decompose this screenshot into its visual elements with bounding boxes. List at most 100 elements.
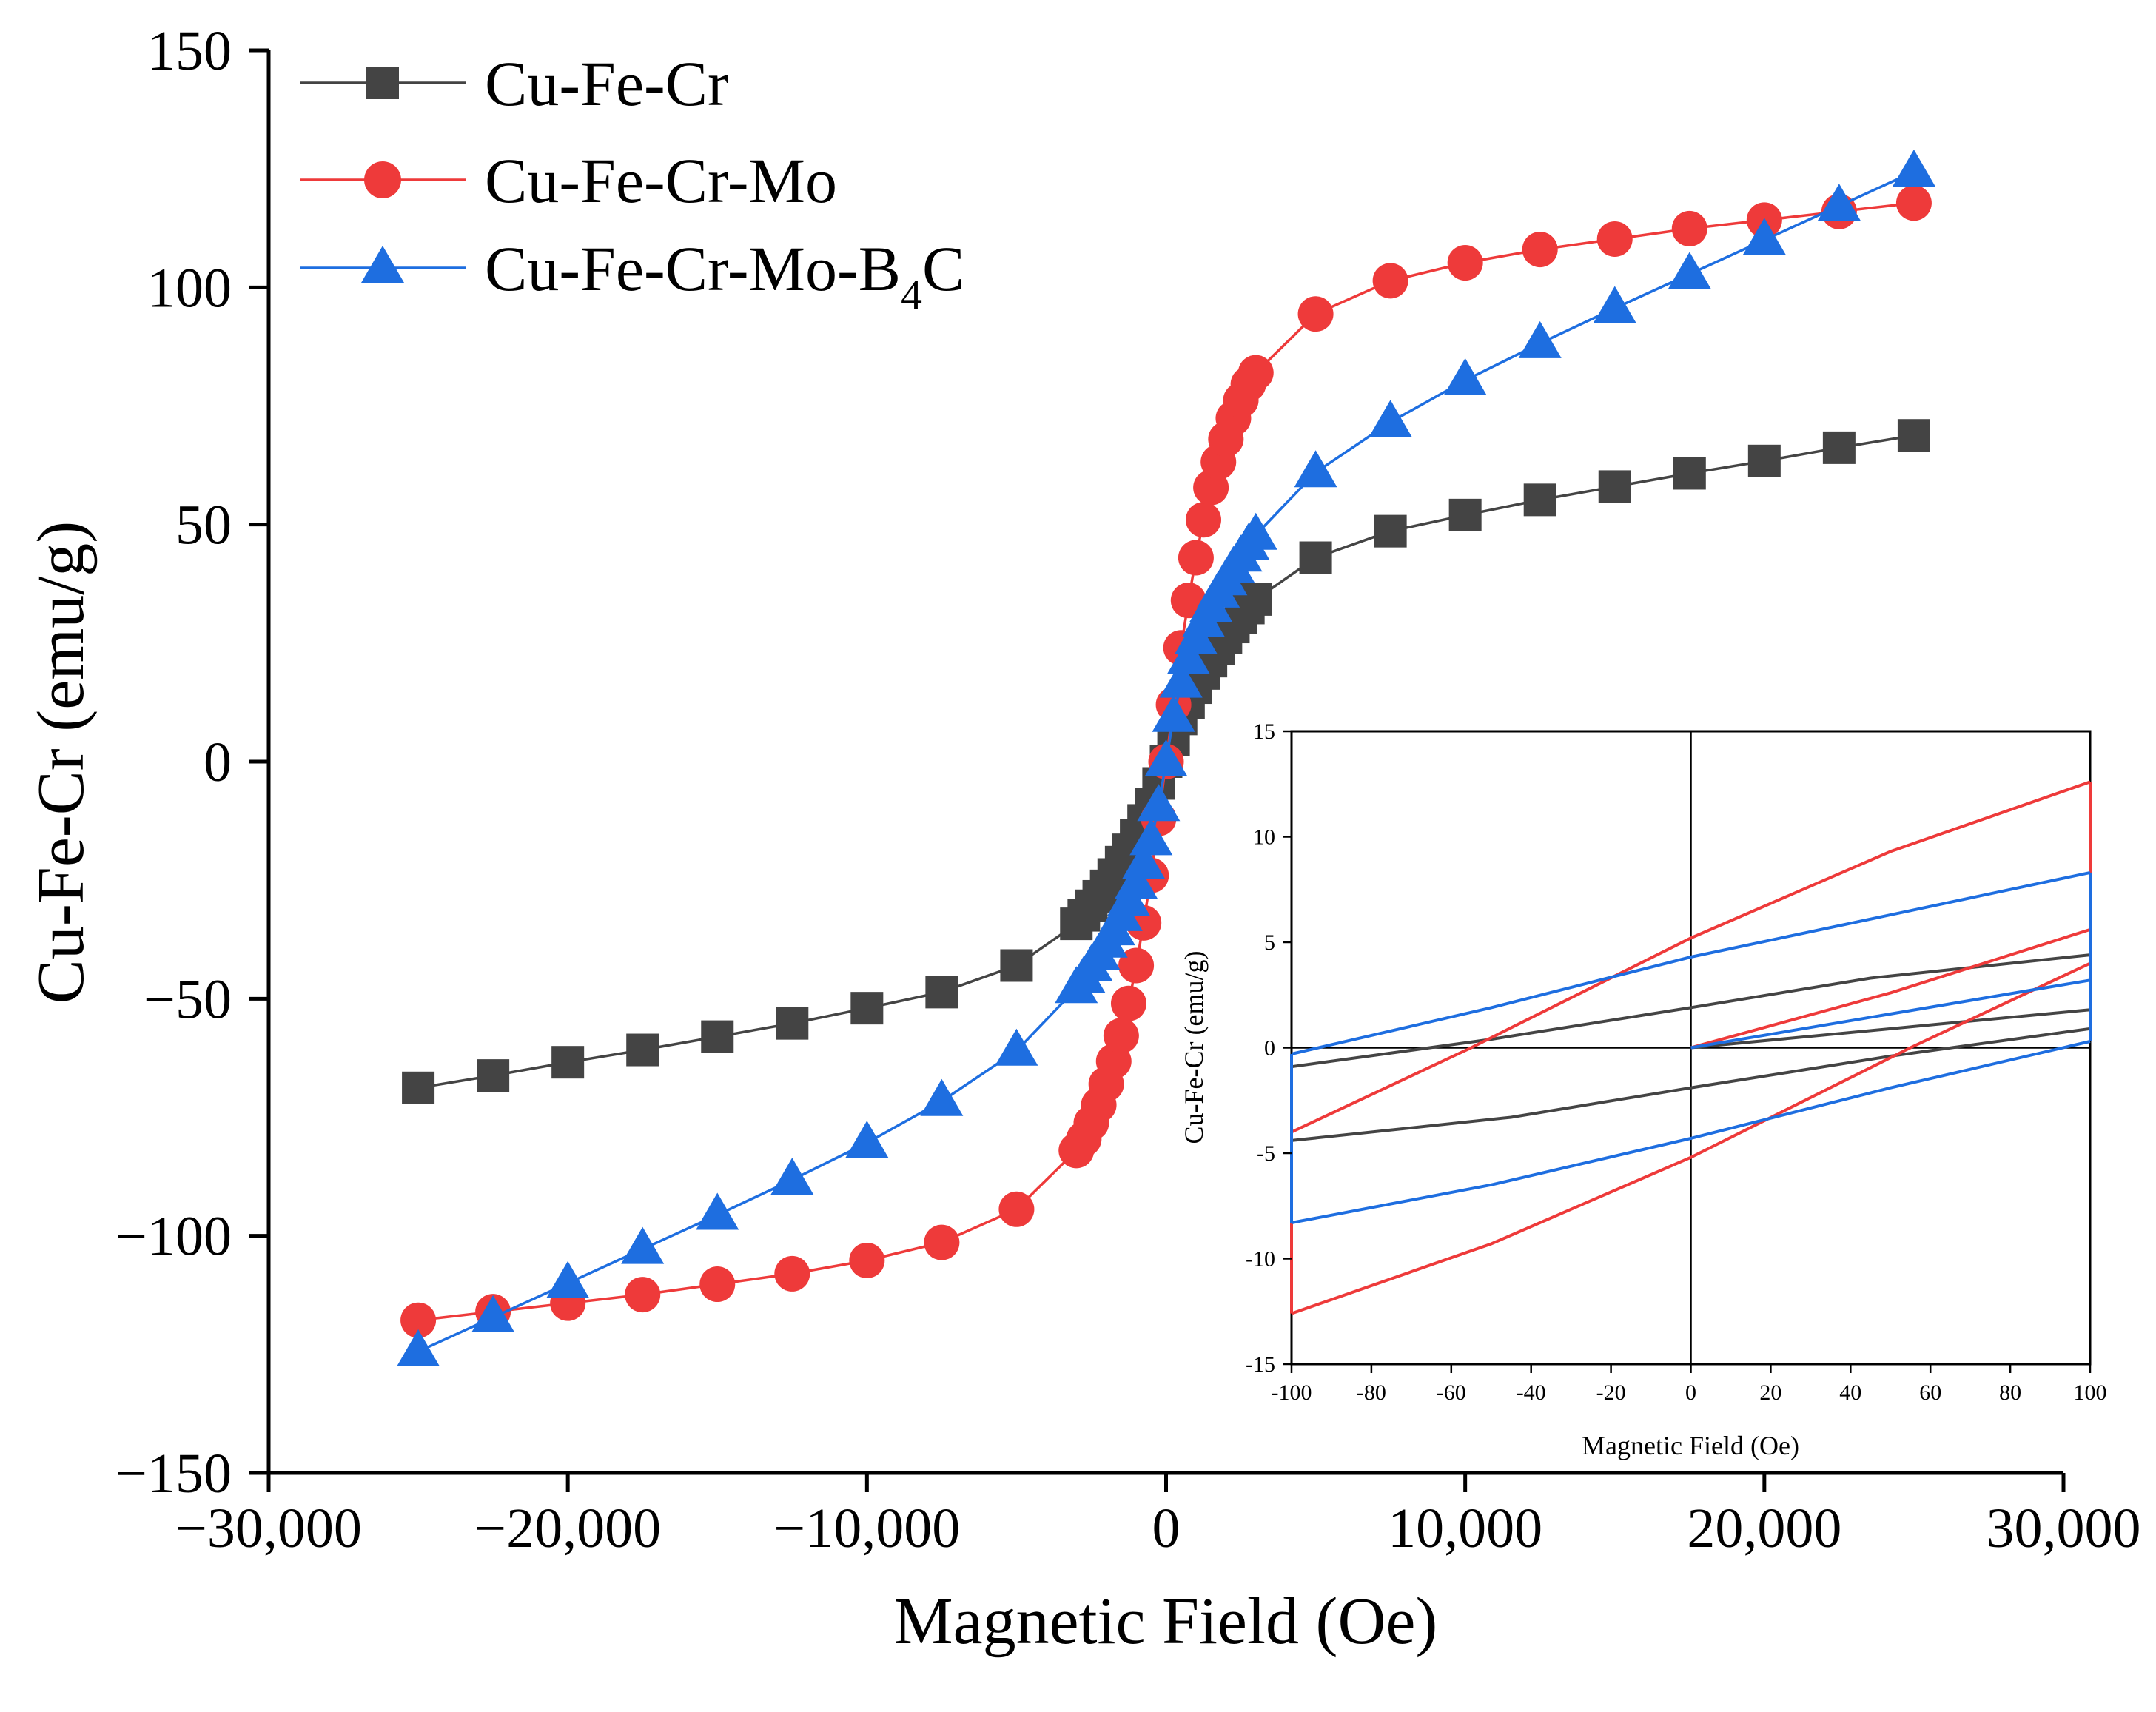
inset-x-axis-title: Magnetic Field (Oe) — [1582, 1431, 1799, 1460]
x-tick-label: −20,000 — [474, 1497, 661, 1560]
inset-x-tick-label: -60 — [1437, 1380, 1466, 1405]
data-point-square — [1374, 514, 1407, 548]
inset-y-tick-label: 0 — [1264, 1036, 1275, 1061]
inset-curve-segment — [1291, 870, 2091, 1055]
data-point-square — [477, 1059, 510, 1092]
data-point-circle — [1110, 985, 1146, 1021]
inset-x-tick-label: -80 — [1357, 1380, 1386, 1405]
data-point-triangle — [1294, 450, 1337, 488]
data-point-square — [1448, 498, 1482, 531]
inset-y-tick-label: 5 — [1264, 930, 1275, 955]
data-point-triangle — [1144, 739, 1188, 776]
data-point-triangle — [1129, 818, 1173, 856]
data-point-square — [1747, 444, 1781, 477]
data-point-square — [1000, 949, 1033, 982]
legend-label-subscript: 4 — [901, 271, 922, 319]
main-x-axis-title: Magnetic Field (Oe) — [894, 1585, 1438, 1658]
inset-y-tick-label: 15 — [1253, 719, 1275, 744]
data-point-triangle — [920, 1078, 964, 1116]
data-point-triangle — [471, 1295, 515, 1332]
data-point-circle — [849, 1242, 885, 1278]
data-point-triangle — [770, 1158, 814, 1195]
data-point-circle — [1447, 245, 1483, 281]
data-point-square — [776, 1007, 809, 1040]
inset-curve-segment — [1291, 1027, 2091, 1142]
data-point-circle — [699, 1266, 736, 1303]
data-point-triangle — [1668, 252, 1711, 289]
data-point-square — [1299, 541, 1332, 574]
data-point-square — [402, 1071, 435, 1104]
y-tick-label: 100 — [147, 257, 232, 319]
inset-series-cu-fe-cr-mo-b4c — [1290, 870, 2092, 1224]
data-point-square — [1673, 457, 1706, 490]
legend-label-cu-fe-cr-mo-b4c: Cu-Fe-Cr-Mo-B4C — [485, 233, 964, 319]
data-point-triangle — [1159, 660, 1203, 698]
data-point-square — [1523, 483, 1556, 517]
x-tick-label: 30,000 — [1987, 1497, 2141, 1560]
inset-curve-segment — [1291, 961, 2091, 1315]
data-point-square — [1897, 419, 1930, 452]
data-point-circle — [1522, 232, 1558, 268]
inset-x-tick-label: 60 — [1919, 1380, 1941, 1405]
data-point-square — [850, 992, 884, 1025]
inset-curve-segment — [1291, 1040, 2091, 1224]
data-point-triangle — [1518, 320, 1562, 358]
inset-x-tick-label: -40 — [1517, 1380, 1546, 1405]
x-tick-label: 10,000 — [1388, 1497, 1542, 1560]
inset-chart: -100 -80 -60 -40 -20 0 20 40 60 80 100 -15 -10 -5 0 5 10… — [1179, 719, 2107, 1460]
data-point-triangle — [621, 1226, 665, 1264]
inset-curve-segment — [1291, 780, 2091, 1134]
data-point-triangle — [1742, 218, 1786, 255]
legend-label-main: Cu-Fe-Cr-Mo-B — [485, 233, 901, 304]
data-point-circle — [998, 1191, 1035, 1227]
x-tick-label: 0 — [1152, 1497, 1181, 1560]
data-point-circle — [1178, 540, 1214, 576]
x-tick-label: −10,000 — [773, 1497, 960, 1560]
data-point-triangle — [845, 1121, 889, 1158]
y-tick-label: −50 — [144, 968, 232, 1030]
inset-x-tick-label: 20 — [1759, 1380, 1781, 1405]
data-point-circle — [1237, 355, 1274, 391]
inset-y-tick-label: -10 — [1246, 1247, 1275, 1272]
data-point-circle — [1118, 947, 1155, 984]
data-point-circle — [774, 1255, 810, 1292]
data-point-triangle — [1443, 357, 1487, 395]
legend-entry-cu-fe-cr-mo: Cu-Fe-Cr-Mo — [300, 145, 837, 216]
data-point-triangle — [1369, 400, 1412, 437]
legend: Cu-Fe-Cr Cu-Fe-Cr-Mo Cu-Fe-Cr-Mo-B4C — [300, 48, 964, 319]
inset-series-layer — [1290, 780, 2092, 1315]
data-point-square — [1239, 583, 1272, 616]
data-point-circle — [1596, 221, 1633, 257]
data-point-circle — [924, 1224, 960, 1260]
legend-label-cu-fe-cr-mo: Cu-Fe-Cr-Mo — [485, 145, 837, 216]
inset-y-tick-label: -15 — [1246, 1352, 1275, 1377]
inset-x-tick-label: 0 — [1685, 1380, 1696, 1405]
data-point-triangle — [1115, 862, 1158, 899]
data-point-triangle — [696, 1192, 739, 1230]
legend-marker-triangle — [361, 246, 404, 283]
data-point-triangle — [1892, 150, 1935, 187]
data-point-circle — [1372, 263, 1408, 299]
data-point-triangle — [1166, 637, 1210, 674]
data-point-triangle — [397, 1329, 440, 1366]
data-point-triangle — [1152, 694, 1195, 732]
legend-label-cu-fe-cr: Cu-Fe-Cr — [485, 48, 729, 119]
inset-x-tick-label: 80 — [1999, 1380, 2021, 1405]
inset-x-tick-label: -20 — [1596, 1380, 1626, 1405]
legend-entry-cu-fe-cr-mo-b4c: Cu-Fe-Cr-Mo-B4C — [300, 233, 964, 319]
data-point-triangle — [1817, 184, 1861, 221]
data-point-square — [701, 1020, 734, 1053]
main-ticks: −30,000 −20,000 −10,000 0 10,000 20,000 30,000… — [115, 20, 2140, 1560]
inset-curve-segment — [1690, 1008, 2091, 1050]
legend-label-suffix: C — [922, 233, 964, 304]
data-point-triangle — [1234, 512, 1277, 550]
main-series-layer — [397, 150, 1935, 1366]
inset-ticks: -100 -80 -60 -40 -20 0 20 40 60 80 100 -15 -10 -5 0 5 10… — [1246, 719, 2107, 1405]
data-point-circle — [1671, 210, 1707, 246]
inset-curve-segment — [1690, 927, 2091, 1050]
x-tick-label: −30,000 — [175, 1497, 362, 1560]
data-point-triangle — [546, 1260, 590, 1298]
data-point-square — [925, 976, 958, 1009]
y-tick-label: 0 — [204, 731, 232, 793]
